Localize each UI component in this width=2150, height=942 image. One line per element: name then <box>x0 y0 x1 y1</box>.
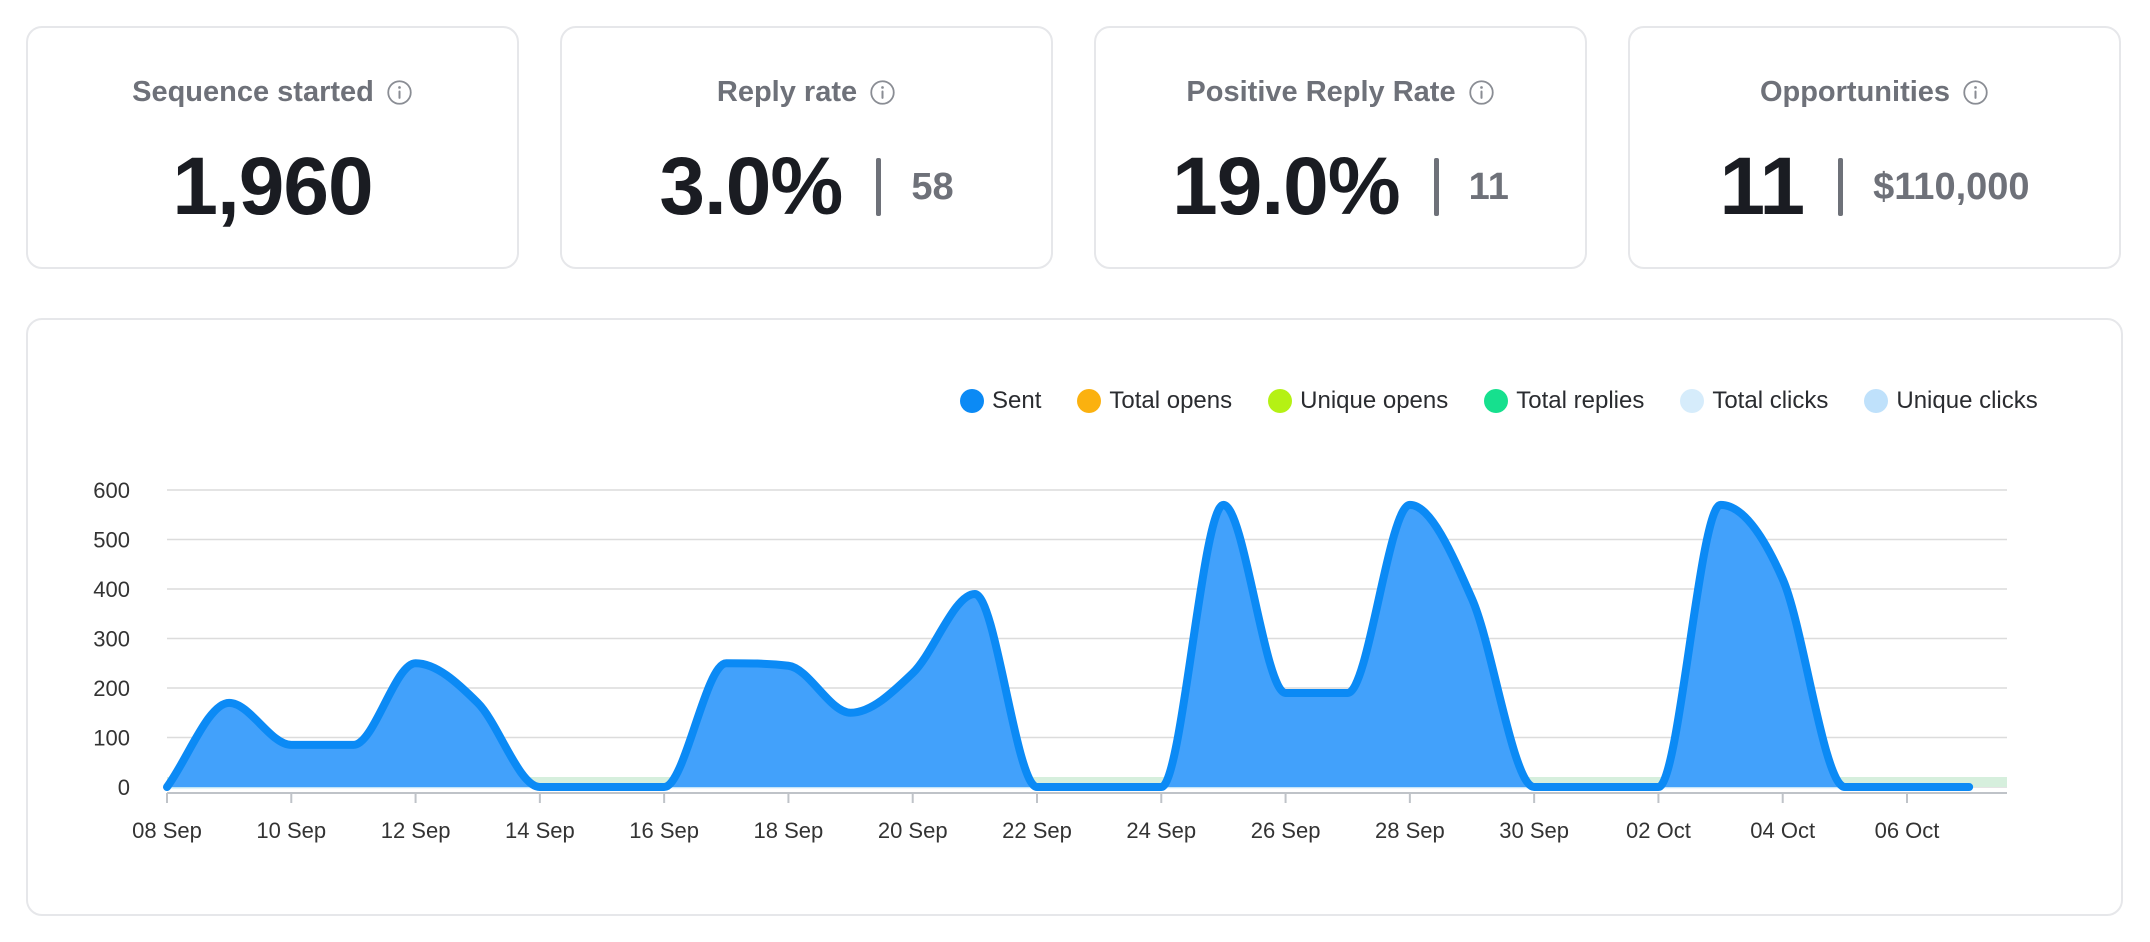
legend-dot <box>1268 389 1293 413</box>
legend-label: Total opens <box>1109 387 1233 414</box>
x-tick-label: 30 Sep <box>1499 818 1569 843</box>
stat-separator <box>1433 158 1439 216</box>
stat-card-opportunities: Opportunities 11 $110,000 <box>1628 26 2121 269</box>
x-tick-label: 24 Sep <box>1126 818 1196 843</box>
y-tick-label: 200 <box>93 676 130 701</box>
stat-subvalue: 58 <box>911 166 954 208</box>
x-tick-label: 26 Sep <box>1251 818 1321 843</box>
legend-item-sent[interactable]: Sent <box>960 387 1041 415</box>
stat-value: 1,960 <box>172 141 373 232</box>
legend-dot <box>960 389 984 413</box>
legend-item-unique-clicks[interactable]: Unique clicks <box>1864 387 2038 415</box>
legend-label: Sent <box>992 387 1042 414</box>
stat-card-sequence-started: Sequence started 1,960 <box>26 26 519 269</box>
x-tick-label: 10 Sep <box>256 818 326 843</box>
baseline-band <box>167 777 2007 787</box>
legend-dot <box>1484 389 1509 413</box>
y-tick-label: 500 <box>93 528 130 553</box>
stat-title-label: Sequence started <box>132 76 374 108</box>
x-tick-label: 08 Sep <box>132 818 202 843</box>
stat-title: Positive Reply Rate <box>1096 76 1585 109</box>
stat-title-label: Reply rate <box>716 76 858 108</box>
info-circle-icon[interactable] <box>1962 79 1989 106</box>
info-circle-icon[interactable] <box>1468 79 1495 106</box>
y-tick-label: 100 <box>93 726 130 751</box>
legend-label: Total clicks <box>1712 387 1829 414</box>
stat-value: 3.0% <box>659 141 843 232</box>
chart-legend: Sent Total opens Unique opens Total repl… <box>960 384 2038 418</box>
x-tick-label: 06 Oct <box>1875 818 1940 843</box>
x-tick-label: 22 Sep <box>1002 818 1072 843</box>
stat-values: 11 $110,000 <box>1630 146 2119 228</box>
x-tick-label: 04 Oct <box>1750 818 1815 843</box>
stat-title: Reply rate <box>562 76 1051 109</box>
x-tick-label: 16 Sep <box>629 818 699 843</box>
stat-separator <box>876 158 882 216</box>
stat-value: 11 <box>1719 141 1805 232</box>
x-tick-label: 14 Sep <box>505 818 575 843</box>
x-tick-label: 18 Sep <box>754 818 824 843</box>
stat-values: 1,960 <box>28 146 517 228</box>
legend-item-total-opens[interactable]: Total opens <box>1077 387 1232 415</box>
legend-item-total-clicks[interactable]: Total clicks <box>1680 387 1828 415</box>
x-tick-label: 28 Sep <box>1375 818 1445 843</box>
y-tick-label: 300 <box>93 627 130 652</box>
series-line-sent <box>163 500 1974 791</box>
legend-label: Unique opens <box>1300 387 1449 414</box>
stat-subvalue: 11 <box>1468 166 1509 208</box>
legend-label: Unique clicks <box>1896 387 2038 414</box>
stat-value: 19.0% <box>1172 141 1401 232</box>
stat-title-label: Positive Reply Rate <box>1186 76 1456 108</box>
stat-values: 3.0% 58 <box>562 146 1051 228</box>
legend-dot <box>1864 389 1889 413</box>
x-tick-label: 12 Sep <box>381 818 451 843</box>
x-tick-label: 20 Sep <box>878 818 948 843</box>
y-tick-label: 600 <box>93 478 130 503</box>
y-tick-label: 0 <box>118 775 130 800</box>
stat-title: Sequence started <box>28 76 517 109</box>
stat-values: 19.0% 11 <box>1096 146 1585 228</box>
stat-subvalue: $110,000 <box>1873 166 2030 208</box>
legend-item-total-replies[interactable]: Total replies <box>1484 387 1644 415</box>
series-area-sent <box>167 504 1970 787</box>
stat-separator <box>1838 158 1844 216</box>
stat-title-label: Opportunities <box>1759 76 1951 108</box>
x-tick-label: 02 Oct <box>1626 818 1691 843</box>
chart-series <box>163 500 2007 791</box>
legend-dot <box>1680 389 1705 413</box>
stat-card-positive-reply-rate: Positive Reply Rate 19.0% 11 <box>1094 26 1587 269</box>
legend-dot <box>1077 389 1102 413</box>
info-circle-icon[interactable] <box>386 79 413 106</box>
stat-title: Opportunities <box>1630 76 2119 109</box>
chart-axes: 0 100 200 300 400 500 600 08 Sep 10 Sep 12 Sep 14 … <box>93 478 2007 843</box>
y-tick-label: 400 <box>93 577 130 602</box>
legend-item-unique-opens[interactable]: Unique opens <box>1268 387 1448 415</box>
stat-card-reply-rate: Reply rate 3.0% 58 <box>560 26 1053 269</box>
info-circle-icon[interactable] <box>869 79 896 106</box>
legend-label: Total replies <box>1516 387 1645 414</box>
